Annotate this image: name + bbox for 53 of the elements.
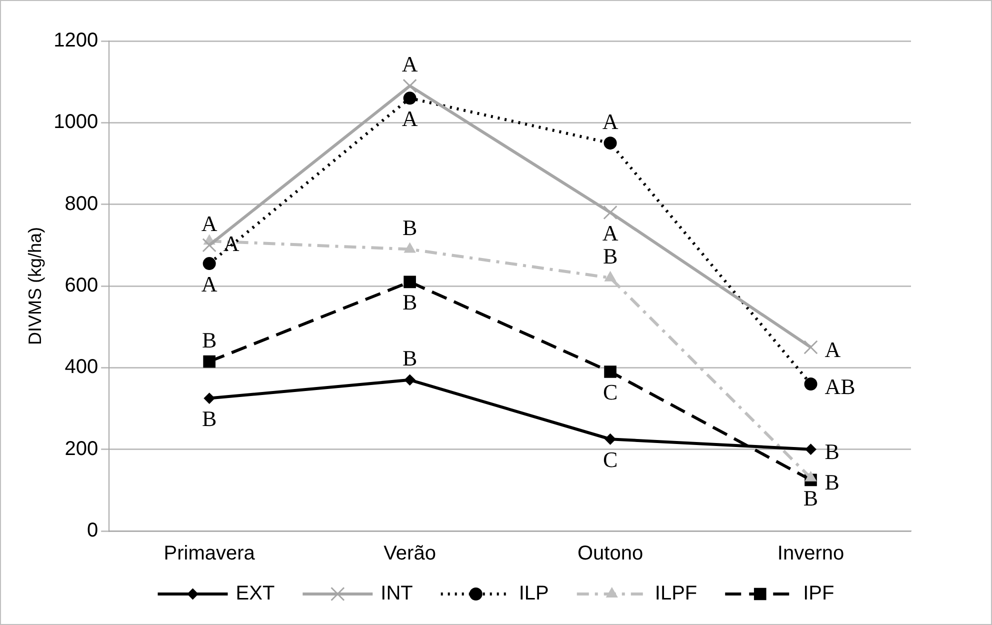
annotation: B <box>602 244 618 269</box>
legend-label: ILPF <box>654 582 698 605</box>
point <box>203 355 216 368</box>
y-tick-label: 400 <box>64 356 98 378</box>
x-tick-label: Inverno <box>777 542 844 565</box>
y-tick-label: 600 <box>64 274 98 297</box>
annotation: A <box>402 106 418 131</box>
y-tick-label: 800 <box>64 192 98 215</box>
point <box>204 392 215 404</box>
annotation: A <box>602 108 618 134</box>
legend-label: ILP <box>518 582 549 605</box>
annotation: A <box>402 52 418 77</box>
legend-label: EXT <box>236 582 275 605</box>
annotation: A <box>201 210 218 236</box>
y-tick-label: 1200 <box>54 30 98 52</box>
x-tick-label: Outono <box>577 542 644 565</box>
annotation: B <box>202 327 217 352</box>
legend-label: INT <box>380 582 413 605</box>
point <box>604 434 616 445</box>
y-axis-title: DIVMS (kg/ha) <box>24 226 45 346</box>
annotation: B <box>402 346 418 371</box>
point <box>404 276 416 288</box>
point <box>202 257 216 270</box>
point <box>804 340 818 354</box>
point <box>804 378 818 390</box>
annotation: B <box>202 406 217 432</box>
point <box>805 444 816 455</box>
annotation: B <box>803 486 818 511</box>
annotation: C <box>602 446 618 472</box>
legend-label: IPF <box>803 582 834 605</box>
point <box>404 374 416 386</box>
annotation: A <box>824 337 841 362</box>
point <box>404 242 416 253</box>
x-tick-label: Primavera <box>164 542 256 565</box>
annotation: A <box>201 271 218 296</box>
y-tick-label: 0 <box>86 520 98 542</box>
point <box>402 78 417 94</box>
point <box>604 366 616 378</box>
annotation: C <box>602 380 618 405</box>
point <box>604 136 617 150</box>
point <box>603 205 618 220</box>
annotation: B <box>402 215 418 240</box>
annotation: A <box>602 220 618 246</box>
annotation: B <box>824 470 840 495</box>
point <box>202 238 216 252</box>
annotation: B <box>824 439 840 464</box>
point <box>604 271 616 282</box>
y-tick-label: 200 <box>64 438 98 460</box>
point <box>403 92 416 105</box>
y-tick-label: 1000 <box>54 111 98 134</box>
x-tick-label: Verão <box>384 542 436 565</box>
annotation: B <box>402 290 418 315</box>
annotation: AB <box>824 374 856 399</box>
